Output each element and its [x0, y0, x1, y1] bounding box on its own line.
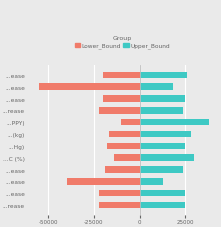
- Bar: [140, 108, 183, 114]
- Bar: [140, 119, 209, 126]
- Bar: [140, 178, 163, 185]
- Bar: [140, 96, 185, 102]
- Bar: [140, 72, 187, 79]
- Bar: [140, 84, 173, 91]
- Bar: [99, 108, 140, 114]
- Bar: [140, 131, 191, 138]
- Bar: [99, 202, 140, 208]
- Bar: [140, 167, 183, 173]
- Bar: [103, 72, 140, 79]
- Bar: [105, 167, 140, 173]
- Bar: [99, 190, 140, 197]
- Bar: [121, 119, 140, 126]
- Bar: [67, 178, 140, 185]
- Bar: [114, 155, 140, 161]
- Bar: [39, 84, 140, 91]
- Bar: [107, 143, 140, 149]
- Bar: [140, 143, 185, 149]
- Bar: [109, 131, 140, 138]
- Bar: [140, 190, 185, 197]
- Bar: [140, 155, 194, 161]
- Bar: [103, 96, 140, 102]
- Legend: Lower_Bound, Upper_Bound: Lower_Bound, Upper_Bound: [75, 36, 170, 49]
- Bar: [140, 202, 185, 208]
